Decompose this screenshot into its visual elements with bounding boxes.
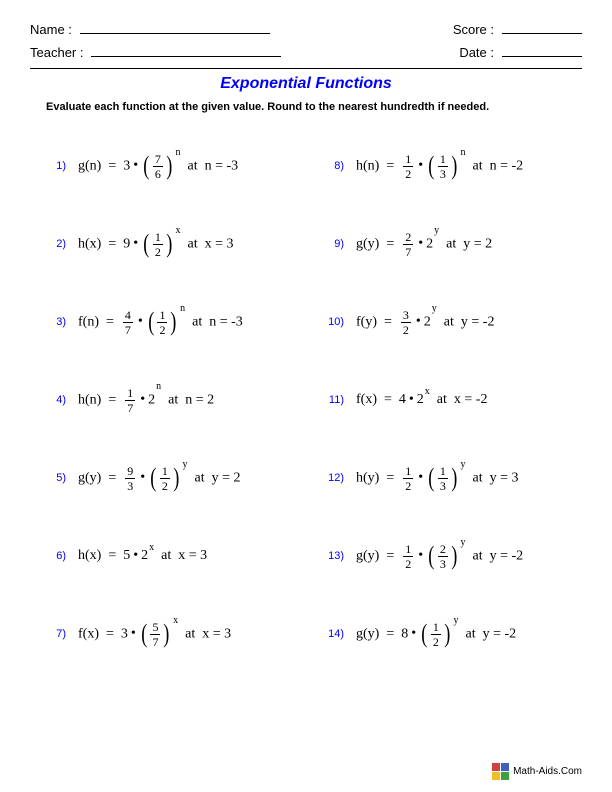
problem-expression: g(y) = 93•(12)y at y = 2 — [78, 465, 240, 492]
header-row-1: Name : Score : — [30, 20, 582, 37]
problem-expression: h(n) = 12•(13)n at n = -2 — [356, 153, 523, 180]
name-line[interactable] — [80, 20, 270, 34]
teacher-line[interactable] — [91, 43, 281, 57]
date-field: Date : — [459, 43, 582, 60]
problem-expression: f(y) = 32•2y at y = -2 — [356, 309, 494, 336]
date-line[interactable] — [502, 43, 582, 57]
problem-number: 9) — [316, 238, 344, 250]
problem-number: 1) — [38, 160, 66, 172]
problem-row: 1) g(n) = 3•(76)n at n = -3 — [38, 127, 296, 205]
left-column: 1) g(n) = 3•(76)n at n = -3 2) h(x) = 9•(12… — [38, 127, 296, 673]
problem-expression: h(x) = 5•2x at x = 3 — [78, 548, 207, 564]
problem-row: 9) g(y) = 27•2y at y = 2 — [316, 205, 574, 283]
problem-expression: f(x) = 3•(57)x at x = 3 — [78, 621, 231, 648]
problem-expression: g(y) = 12•(23)y at y = -2 — [356, 543, 523, 570]
problem-row: 3) f(n) = 47•(12)n at n = -3 — [38, 283, 296, 361]
problem-number: 10) — [316, 316, 344, 328]
problem-row: 7) f(x) = 3•(57)x at x = 3 — [38, 595, 296, 673]
problem-number: 14) — [316, 628, 344, 640]
problem-expression: h(y) = 12•(13)y at y = 3 — [356, 465, 518, 492]
page-title: Exponential Functions — [30, 75, 582, 93]
score-line[interactable] — [502, 20, 582, 34]
footer: Math-Aids.Com — [492, 763, 582, 780]
problem-row: 11) f(x) = 4•2x at x = -2 — [316, 361, 574, 439]
problem-number: 7) — [38, 628, 66, 640]
date-label: Date : — [459, 45, 494, 60]
problem-row: 14) g(y) = 8•(12)y at y = -2 — [316, 595, 574, 673]
footer-text: Math-Aids.Com — [513, 766, 582, 777]
problem-row: 5) g(y) = 93•(12)y at y = 2 — [38, 439, 296, 517]
problem-row: 8) h(n) = 12•(13)n at n = -2 — [316, 127, 574, 205]
problem-row: 12) h(y) = 12•(13)y at y = 3 — [316, 439, 574, 517]
problem-expression: g(y) = 27•2y at y = 2 — [356, 231, 492, 258]
problem-row: 10) f(y) = 32•2y at y = -2 — [316, 283, 574, 361]
problem-expression: f(x) = 4•2x at x = -2 — [356, 392, 487, 408]
header-row-2: Teacher : Date : — [30, 43, 582, 60]
worksheet-page: Name : Score : Teacher : Date : Exponent… — [0, 0, 612, 792]
problem-number: 11) — [316, 394, 344, 406]
problem-row: 13) g(y) = 12•(23)y at y = -2 — [316, 517, 574, 595]
problem-expression: h(x) = 9•(12)x at x = 3 — [78, 231, 233, 258]
problem-number: 13) — [316, 550, 344, 562]
problem-number: 3) — [38, 316, 66, 328]
problem-expression: g(n) = 3•(76)n at n = -3 — [78, 153, 238, 180]
problem-number: 2) — [38, 238, 66, 250]
problem-number: 12) — [316, 472, 344, 484]
footer-icon — [492, 763, 509, 780]
problem-expression: f(n) = 47•(12)n at n = -3 — [78, 309, 243, 336]
name-label: Name : — [30, 22, 72, 37]
problem-row: 2) h(x) = 9•(12)x at x = 3 — [38, 205, 296, 283]
problem-number: 5) — [38, 472, 66, 484]
problem-row: 6) h(x) = 5•2x at x = 3 — [38, 517, 296, 595]
score-field: Score : — [453, 20, 582, 37]
teacher-field: Teacher : — [30, 43, 281, 60]
problem-expression: g(y) = 8•(12)y at y = -2 — [356, 621, 516, 648]
problem-expression: h(n) = 17•2n at n = 2 — [78, 387, 214, 414]
right-column: 8) h(n) = 12•(13)n at n = -2 9) g(y) = 27•2… — [316, 127, 574, 673]
problem-number: 8) — [316, 160, 344, 172]
instructions: Evaluate each function at the given valu… — [46, 101, 582, 113]
teacher-label: Teacher : — [30, 45, 83, 60]
header-divider — [30, 68, 582, 69]
name-field: Name : — [30, 20, 270, 37]
problem-number: 6) — [38, 550, 66, 562]
problems-container: 1) g(n) = 3•(76)n at n = -3 2) h(x) = 9•(12… — [30, 127, 582, 673]
problem-row: 4) h(n) = 17•2n at n = 2 — [38, 361, 296, 439]
problem-number: 4) — [38, 394, 66, 406]
score-label: Score : — [453, 22, 494, 37]
